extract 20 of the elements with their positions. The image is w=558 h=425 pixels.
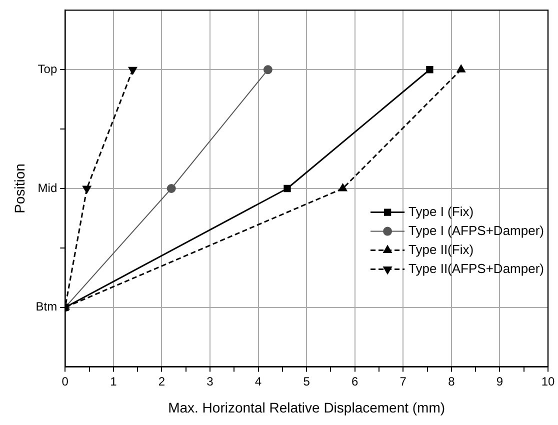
y-axis-title: Position <box>11 164 28 214</box>
x-tick-label: 3 <box>206 374 214 388</box>
x-tick-label: 0 <box>62 374 69 388</box>
y-tick-label: Btm <box>36 300 58 314</box>
x-axis-title: Max. Horizontal Relative Displacement (mm) <box>168 399 446 416</box>
y-tick-label: Top <box>38 62 58 76</box>
x-tick-label: 8 <box>448 374 456 388</box>
legend-label: Type I (Fix) <box>408 204 474 219</box>
x-tick-label: 7 <box>400 374 407 388</box>
legend-label: Type II(Fix) <box>408 242 474 257</box>
x-tick-label: 1 <box>110 374 118 388</box>
x-tick-label: 4 <box>254 374 262 388</box>
x-tick-label: 9 <box>496 374 504 388</box>
x-tick-label: 2 <box>158 374 166 388</box>
x-tick-label: 10 <box>541 374 555 388</box>
legend-label: Type I (AFPS+Damper) <box>408 222 544 238</box>
y-tick-label: Mid <box>38 180 58 195</box>
x-tick-label: 6 <box>352 374 359 388</box>
x-tick-label: 5 <box>303 374 310 388</box>
legend-label: Type II(AFPS+Damper) <box>408 260 544 276</box>
